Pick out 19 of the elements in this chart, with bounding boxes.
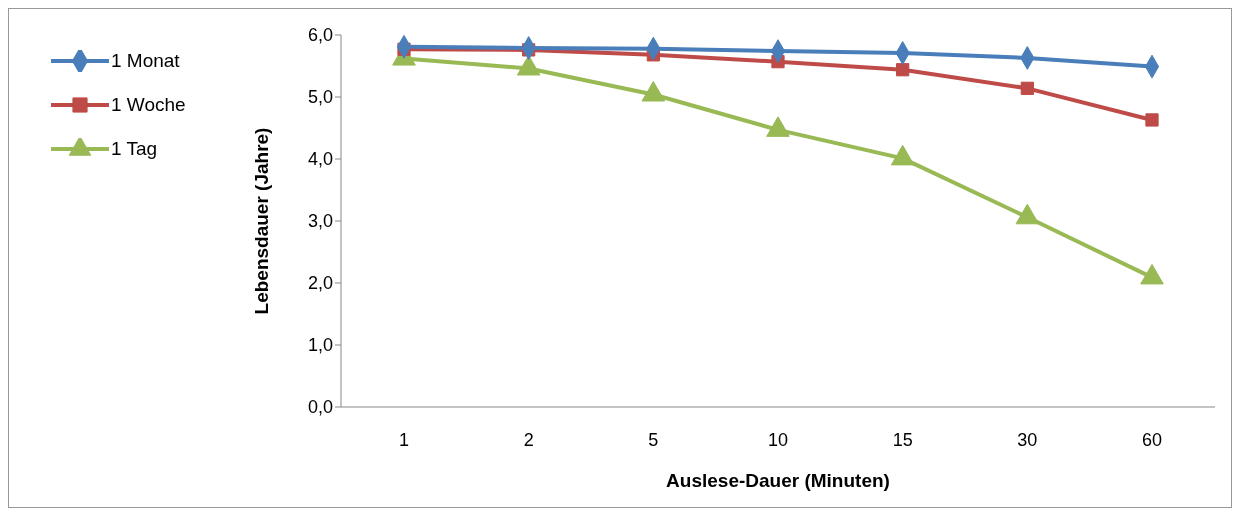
y-axis-title: Lebensdauer (Jahre) [250, 127, 272, 315]
x-tick-label: 10 [767, 429, 789, 450]
x-tick-label: 30 [1017, 429, 1038, 450]
x-axis-title: Auslese-Dauer (Minuten) [666, 470, 890, 491]
x-tick-label: 60 [1141, 429, 1163, 450]
x-tick-label: 5 [648, 429, 659, 450]
y-tick-label: 5,0 [307, 87, 333, 108]
x-tick-label: 1 [398, 429, 410, 450]
legend-label: 1 Woche [111, 94, 186, 116]
y-tick-label: 1,0 [307, 335, 333, 356]
y-tick-label: 6,0 [307, 25, 333, 46]
legend-label: 1 Tag [111, 138, 158, 160]
legend-label: 1 Monat [111, 50, 180, 72]
x-tick-label: 2 [523, 429, 534, 450]
x-tick-label: 15 [892, 429, 913, 450]
y-tick-label: 3,0 [307, 211, 333, 232]
y-tick-label: 2,0 [307, 273, 333, 294]
y-tick-label: 4,0 [307, 149, 333, 170]
y-tick-label: 0,0 [307, 397, 333, 418]
